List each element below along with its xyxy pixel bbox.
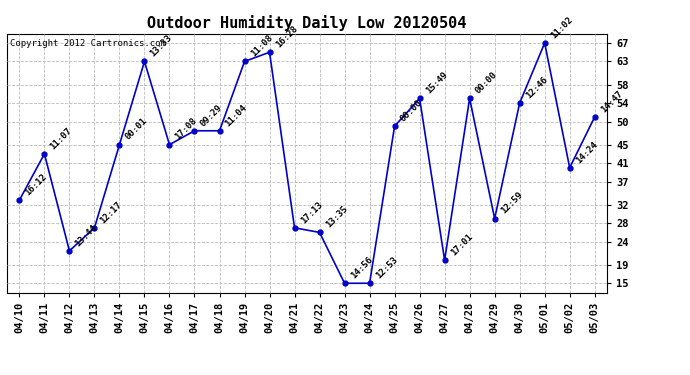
- Text: 14:24: 14:24: [574, 140, 599, 165]
- Text: 17:01: 17:01: [448, 232, 474, 257]
- Text: 12:53: 12:53: [374, 255, 399, 280]
- Text: 12:46: 12:46: [524, 75, 549, 100]
- Text: 11:08: 11:08: [248, 33, 274, 59]
- Text: 13:33: 13:33: [148, 33, 174, 59]
- Text: 17:13: 17:13: [299, 200, 324, 225]
- Text: 12:59: 12:59: [499, 190, 524, 216]
- Text: 13:35: 13:35: [324, 204, 349, 230]
- Text: 13:44: 13:44: [74, 223, 99, 248]
- Text: 14:47: 14:47: [599, 89, 624, 114]
- Title: Outdoor Humidity Daily Low 20120504: Outdoor Humidity Daily Low 20120504: [148, 15, 466, 31]
- Text: 00:00: 00:00: [474, 70, 499, 96]
- Text: 17:08: 17:08: [174, 117, 199, 142]
- Text: 11:07: 11:07: [48, 126, 74, 151]
- Text: 16:28: 16:28: [274, 24, 299, 50]
- Text: 14:56: 14:56: [348, 255, 374, 280]
- Text: 16:12: 16:12: [23, 172, 49, 197]
- Text: 15:49: 15:49: [424, 70, 449, 96]
- Text: 11:04: 11:04: [224, 103, 249, 128]
- Text: 00:00: 00:00: [399, 98, 424, 123]
- Text: 11:02: 11:02: [549, 15, 574, 40]
- Text: 12:17: 12:17: [99, 200, 124, 225]
- Text: 00:01: 00:01: [124, 117, 149, 142]
- Text: 09:29: 09:29: [199, 103, 224, 128]
- Text: Copyright 2012 Cartronics.com: Copyright 2012 Cartronics.com: [10, 39, 166, 48]
